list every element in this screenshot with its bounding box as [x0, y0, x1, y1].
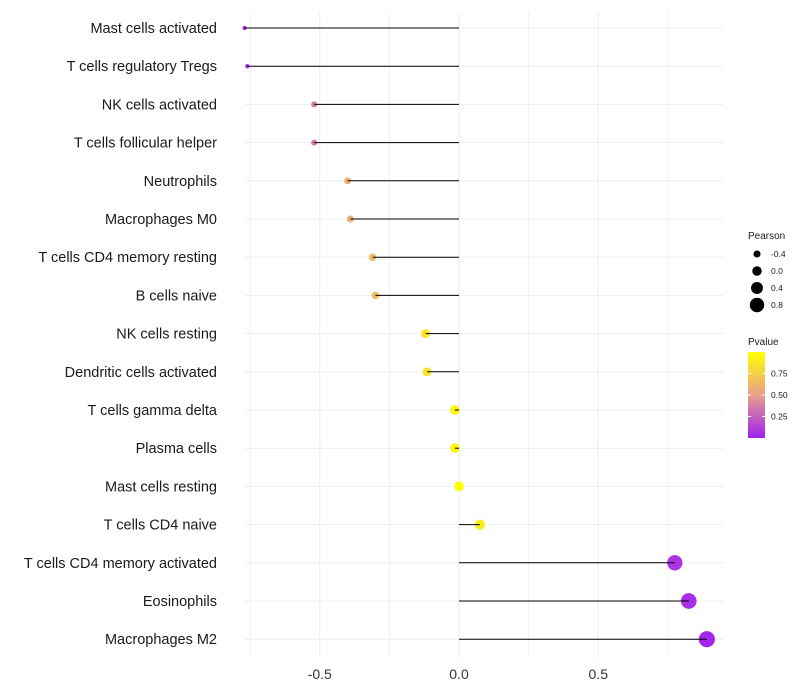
category-label: Dendritic cells activated	[65, 365, 217, 381]
category-label: Mast cells resting	[105, 479, 217, 495]
category-label: B cells naive	[136, 288, 217, 304]
lollipop-stems	[244, 27, 707, 640]
size-legend-key	[751, 282, 763, 294]
x-axis-tick-labels: -0.5 0.0 0.5	[308, 666, 609, 682]
category-label: T cells CD4 naive	[104, 518, 217, 534]
pearson-size-legend: Pearson -0.4 0.0 0.4 0.8	[748, 231, 786, 313]
category-label: Neutrophils	[144, 174, 217, 190]
size-legend-label: 0.0	[771, 266, 783, 276]
lollipop-point	[454, 481, 464, 492]
category-label: Mast cells activated	[90, 21, 217, 37]
category-label: NK cells activated	[102, 97, 217, 113]
category-label: Eosinophils	[143, 594, 217, 610]
category-label: Macrophages M2	[105, 632, 217, 648]
colorbar-label: 0.75	[771, 369, 788, 379]
category-label: T cells follicular helper	[74, 136, 217, 152]
colorbar-label: 0.50	[771, 390, 788, 400]
colorbar-label: 0.25	[771, 412, 788, 422]
pvalue-legend-title: Pvalue	[748, 337, 779, 348]
category-label: T cells gamma delta	[88, 403, 218, 419]
category-label: T cells CD4 memory activated	[24, 556, 217, 572]
grid-lines	[244, 12, 724, 658]
size-legend-label: 0.4	[771, 283, 783, 293]
x-tick-label: -0.5	[308, 666, 332, 682]
category-label: Plasma cells	[136, 441, 217, 457]
size-legend-key	[753, 250, 761, 258]
size-legend-key	[752, 266, 762, 276]
x-tick-label: 0.0	[449, 666, 469, 682]
size-legend-label: 0.8	[771, 300, 783, 310]
pearson-legend-title: Pearson	[748, 231, 785, 242]
pvalue-colorbar	[748, 352, 765, 438]
category-labels: Mast cells activated T cells regulatory T…	[24, 21, 218, 648]
category-label: T cells CD4 memory resting	[38, 250, 217, 266]
category-label: T cells regulatory Tregs	[67, 59, 217, 75]
size-legend-label: -0.4	[771, 249, 786, 259]
category-label: NK cells resting	[116, 327, 217, 343]
size-legend-key	[749, 297, 765, 313]
pvalue-color-legend: Pvalue 0.25 0.50 0.75	[748, 337, 788, 438]
lollipop-points	[242, 25, 715, 648]
lollipop-point	[680, 593, 697, 609]
category-label: Macrophages M0	[105, 212, 217, 228]
x-tick-label: 0.5	[589, 666, 609, 682]
